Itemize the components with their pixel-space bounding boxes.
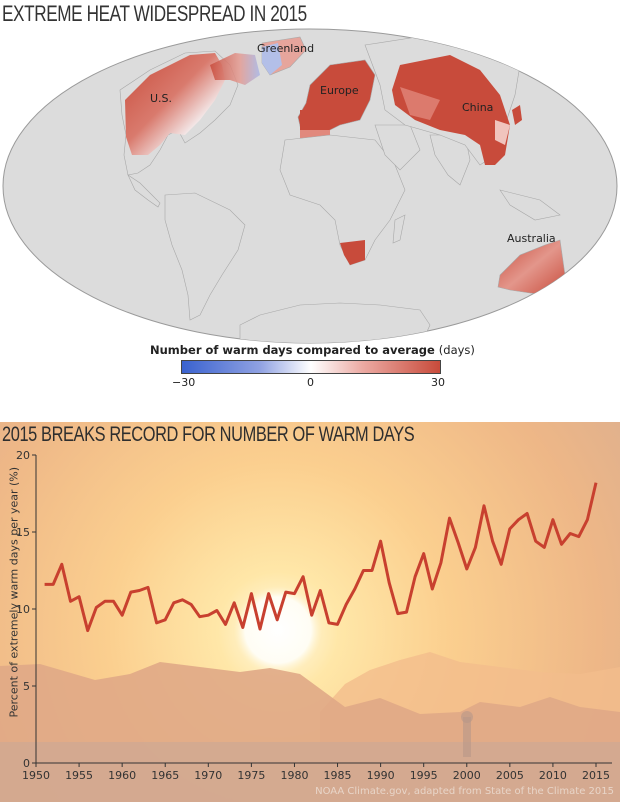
region-label-china: China xyxy=(462,101,494,114)
region-label-australia: Australia xyxy=(507,232,556,245)
y-tick-label: 0 xyxy=(23,757,30,770)
x-tick-label: 1960 xyxy=(108,769,136,782)
y-tick-labels: 0 5 10 15 20 xyxy=(16,449,30,770)
colorbar-mid-label: 0 xyxy=(307,376,314,389)
chart-title: 2015 BREAKS RECORD FOR NUMBER OF WARM DA… xyxy=(2,423,415,446)
x-tick-label: 1990 xyxy=(367,769,395,782)
source-credit: NOAA Climate.gov, adapted from State of … xyxy=(315,786,614,797)
asia-heat xyxy=(392,55,510,165)
x-tick-label: 2010 xyxy=(539,769,567,782)
colorbar xyxy=(181,360,441,374)
colorbar-title: Number of warm days compared to average … xyxy=(150,343,475,357)
south-africa-heat xyxy=(340,240,365,265)
chart-axes xyxy=(32,454,612,767)
x-tick-label: 1970 xyxy=(194,769,222,782)
region-label-europe: Europe xyxy=(320,84,359,97)
canada-arctic-heat xyxy=(210,53,260,85)
x-tick-label: 1955 xyxy=(65,769,93,782)
warm-days-line xyxy=(44,482,598,633)
water-tower xyxy=(463,717,471,757)
x-tick-label: 1950 xyxy=(22,769,50,782)
y-tick-label: 10 xyxy=(16,603,30,616)
region-label-greenland: Greenland xyxy=(257,42,315,55)
sunset-scene xyxy=(0,586,620,802)
map-title: EXTREME HEAT WIDESPREAD IN 2015 xyxy=(2,1,307,26)
x-tick-label: 2000 xyxy=(453,769,481,782)
x-tick-label: 2015 xyxy=(582,769,610,782)
x-tick-label: 2005 xyxy=(496,769,524,782)
colorbar-unit: (days) xyxy=(438,343,475,357)
colorbar-max-label: 30 xyxy=(431,376,445,389)
us-canada-heat xyxy=(125,53,225,155)
x-tick-label: 1985 xyxy=(324,769,352,782)
x-tick-label: 1965 xyxy=(151,769,179,782)
line-chart: 0 5 10 15 20 1950 1955 1960 1965 1970 1975 1980 198… xyxy=(16,449,612,782)
x-tick-labels: 1950 1955 1960 1965 1970 1975 1980 1985 1990 1995… xyxy=(22,769,610,782)
x-tick-label: 1995 xyxy=(410,769,438,782)
y-tick-label: 15 xyxy=(16,526,30,539)
y-axis-label: Percent of extremely warm days per year … xyxy=(7,466,21,718)
x-tick-label: 1980 xyxy=(280,769,308,782)
colorbar-title-text: Number of warm days compared to average xyxy=(150,343,435,357)
colorbar-min-label: −30 xyxy=(172,376,196,389)
south-america xyxy=(164,192,246,321)
x-tick-label: 1975 xyxy=(237,769,265,782)
y-tick-label: 20 xyxy=(16,449,30,462)
region-label-us: U.S. xyxy=(150,92,173,105)
antarctica xyxy=(239,302,431,343)
y-tick-label: 5 xyxy=(23,680,30,693)
world-map xyxy=(2,28,618,344)
